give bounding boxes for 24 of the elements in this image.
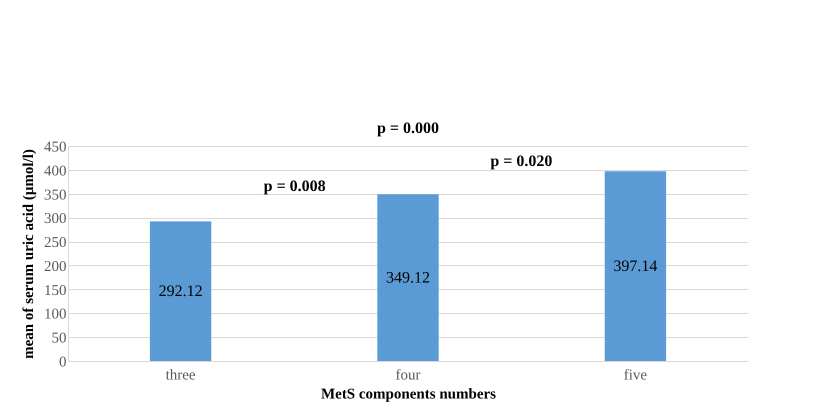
y-tick-label: 0 <box>59 354 66 370</box>
y-tick-label: 250 <box>44 235 66 252</box>
bar <box>150 221 212 361</box>
text: p = 0.000 <box>376 120 440 137</box>
annotation: p = 0.020 <box>490 153 552 170</box>
y-tick-label: 200 <box>44 258 66 275</box>
y-tick-label: 350 <box>44 187 66 204</box>
y-tick-label: 400 <box>44 163 66 180</box>
y-tick-label: 150 <box>44 282 66 299</box>
y-tick-label: 450 <box>44 140 66 156</box>
x-axis-title: MetS components numbers <box>321 386 496 402</box>
bar <box>377 194 439 361</box>
data-label: 292.12 <box>158 283 203 300</box>
y-tick-label: 300 <box>44 211 66 228</box>
x-tick-label: four <box>396 368 420 384</box>
y-tick-label: 50 <box>52 330 66 347</box>
y-tick-label: 100 <box>44 306 66 323</box>
y-axis-title: mean of serum uric acid (μmol/l) <box>21 149 37 359</box>
x-tick-label: three <box>166 368 196 384</box>
bar <box>604 171 666 361</box>
data-label: 349.12 <box>386 270 430 287</box>
x-tick-label: five <box>624 368 648 384</box>
data-label: 397.14 <box>613 258 658 276</box>
annotation: p = 0.008 <box>264 178 326 195</box>
